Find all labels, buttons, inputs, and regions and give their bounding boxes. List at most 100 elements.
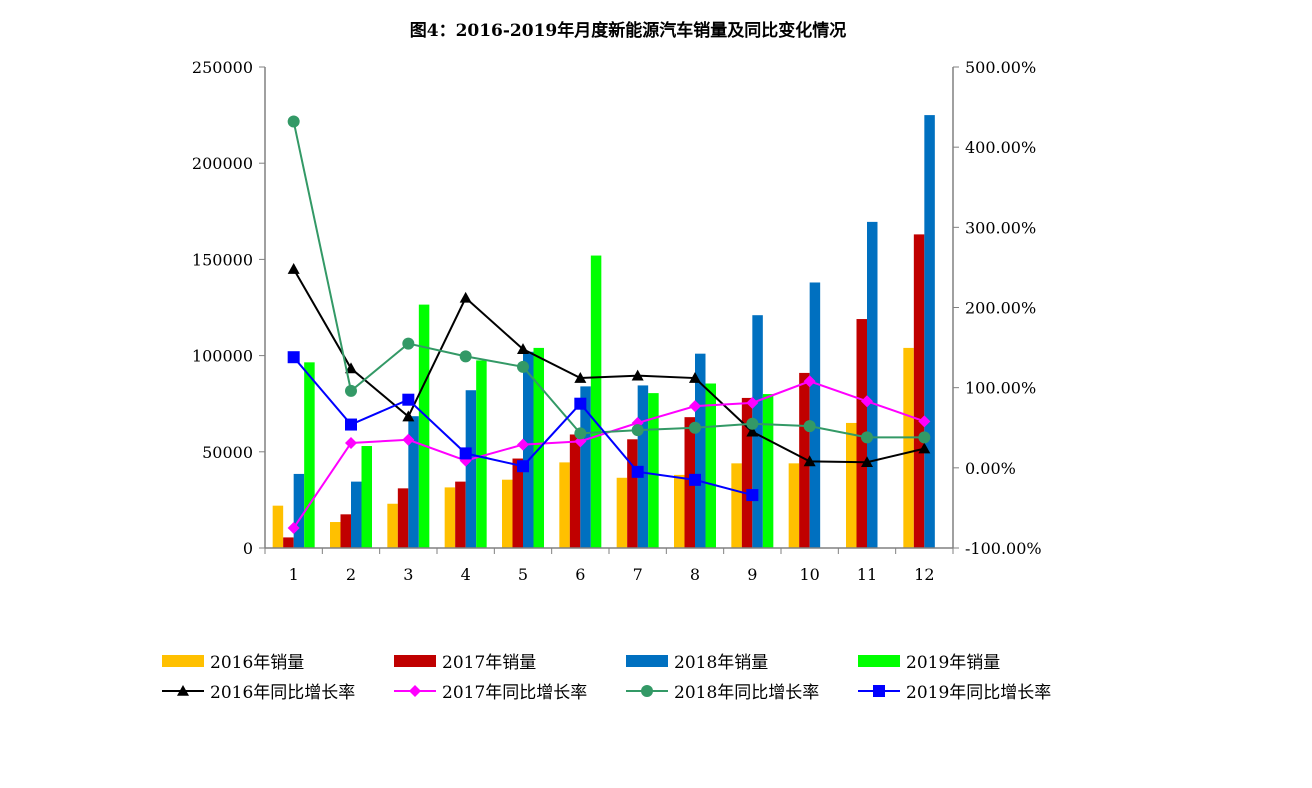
left-tick-label: 150000 [192,250,253,269]
point-2016年同比增长率-3 [402,410,415,422]
x-tick-label: 10 [799,565,819,584]
bar-2017年销量-3 [397,488,409,548]
bar-2017年销量-6 [569,434,581,548]
point-2019年同比增长率-3 [402,393,415,406]
point-2016年同比增长率-5 [517,343,529,354]
right-tick-label: 0.00% [965,459,1016,478]
point-2016年同比增长率-11 [861,456,873,468]
left-tick-label: 50000 [202,443,253,462]
legend-label-2017年同比增长率: 2017年同比增长率 [442,683,587,703]
bar-2016年销量-4 [444,487,456,548]
point-2017年同比增长率-9 [746,396,759,409]
bar-2017年销量-9 [741,397,753,548]
point-2016年同比增长率-9 [746,425,759,437]
x-tick-label: 11 [857,565,877,584]
point-2019年同比增长率-7 [631,465,644,478]
point-2018年同比增长率-7 [631,424,644,437]
right-tick-label: -100.00% [965,539,1042,558]
bar-2017年销量-10 [799,372,810,548]
bar-2017年销量-4 [455,481,466,548]
bar-2016年销量-12 [903,347,914,548]
point-2018年同比增长率-3 [402,337,415,350]
bar-2018年销量-10 [809,282,821,548]
point-2017年同比增长率-12 [918,415,931,428]
bar-2016年销量-6 [559,462,570,548]
point-2016年同比增长率-8 [689,372,701,383]
legend-label-2019年同比增长率: 2019年同比增长率 [906,683,1051,703]
legend-marker-2018年同比增长率 [641,685,653,697]
right-tick-label: 200.00% [965,299,1036,318]
bar-2018年销量-9 [752,315,763,548]
bar-2017年销量-7 [627,439,638,548]
bar-2016年销量-1 [272,505,284,548]
line-2018年同比增长率 [292,121,925,439]
bar-2019年销量-4 [476,360,487,548]
point-2018年同比增长率-5 [517,360,529,373]
x-tick-label: 3 [403,565,413,584]
point-2018年同比增长率-1 [287,115,300,128]
bar-2016年销量-11 [846,422,857,548]
point-2017年同比增长率-8 [689,400,701,413]
legend-label-2018年销量: 2018年销量 [674,653,768,673]
legend-label-2016年销量: 2016年销量 [210,653,304,673]
x-tick-label: 9 [747,565,757,584]
point-2016年同比增长率-7 [631,369,644,381]
point-2018年同比增长率-12 [918,431,931,444]
bar-2018年销量-8 [695,353,706,548]
point-2017年同比增长率-2 [345,436,357,449]
bar-2018年销量-2 [351,481,362,548]
bar-2019年销量-9 [762,394,774,548]
point-2019年同比增长率-9 [746,489,759,502]
point-2017年同比增长率-3 [402,433,415,446]
bar-2017年销量-2 [340,514,351,548]
bar-2018年销量-5 [523,351,534,548]
legend-marker-2016年同比增长率 [177,685,189,696]
bar-2016年销量-9 [731,463,742,548]
x-tick-label: 4 [461,565,471,584]
bar-2016年销量-8 [674,474,685,548]
point-2019年同比增长率-5 [517,460,529,473]
bar-2017年销量-12 [913,234,925,548]
x-tick-label: 1 [289,565,299,584]
x-tick-label: 5 [518,565,528,584]
point-2016年同比增长率-2 [345,362,357,374]
point-2019年同比增长率-4 [459,447,472,460]
legend-swatch-2017年销量 [394,655,436,667]
legend-marker-2017年同比增长率 [409,685,421,697]
bar-2019年销量-7 [648,393,659,548]
bar-2018年销量-1 [293,473,305,548]
x-tick-label: 8 [690,565,700,584]
legend-swatch-2016年销量 [162,655,204,667]
legend-label-2019年销量: 2019年销量 [906,653,1000,673]
bar-2019年销量-8 [705,383,716,548]
chart-title: 图4：2016-2019年月度新能源汽车销量及同比变化情况 [409,21,847,41]
point-2019年同比增长率-2 [345,418,357,431]
bar-2016年销量-3 [387,503,398,548]
bar-2016年销量-7 [616,477,628,548]
point-2019年同比增长率-1 [287,351,300,364]
right-tick-label: 300.00% [965,218,1036,237]
x-tick-label: 2 [346,565,356,584]
line-2016年同比增长率 [292,268,925,464]
legend-label-2017年销量: 2017年销量 [442,653,536,673]
legend-label-2018年同比增长率: 2018年同比增长率 [674,683,819,703]
point-2016年同比增长率-6 [574,372,587,383]
point-2017年同比增长率-10 [803,375,816,388]
point-2018年同比增长率-6 [574,427,587,440]
point-2018年同比增长率-9 [746,417,759,430]
legend-label-2016年同比增长率: 2016年同比增长率 [210,683,355,703]
left-tick-label: 250000 [192,58,253,77]
x-tick-label: 7 [633,565,643,584]
point-2016年同比增长率-4 [459,291,472,303]
legend-swatch-2019年销量 [858,655,900,667]
point-2017年同比增长率-11 [861,395,873,408]
bar-2018年销量-3 [408,416,419,548]
left-tick-label: 0 [243,539,253,558]
bar-2019年销量-1 [304,362,315,548]
bar-2017年销量-5 [512,458,523,548]
bar-2018年销量-4 [465,390,477,548]
bar-2016年销量-5 [502,479,513,548]
point-2018年同比增长率-8 [689,421,701,434]
